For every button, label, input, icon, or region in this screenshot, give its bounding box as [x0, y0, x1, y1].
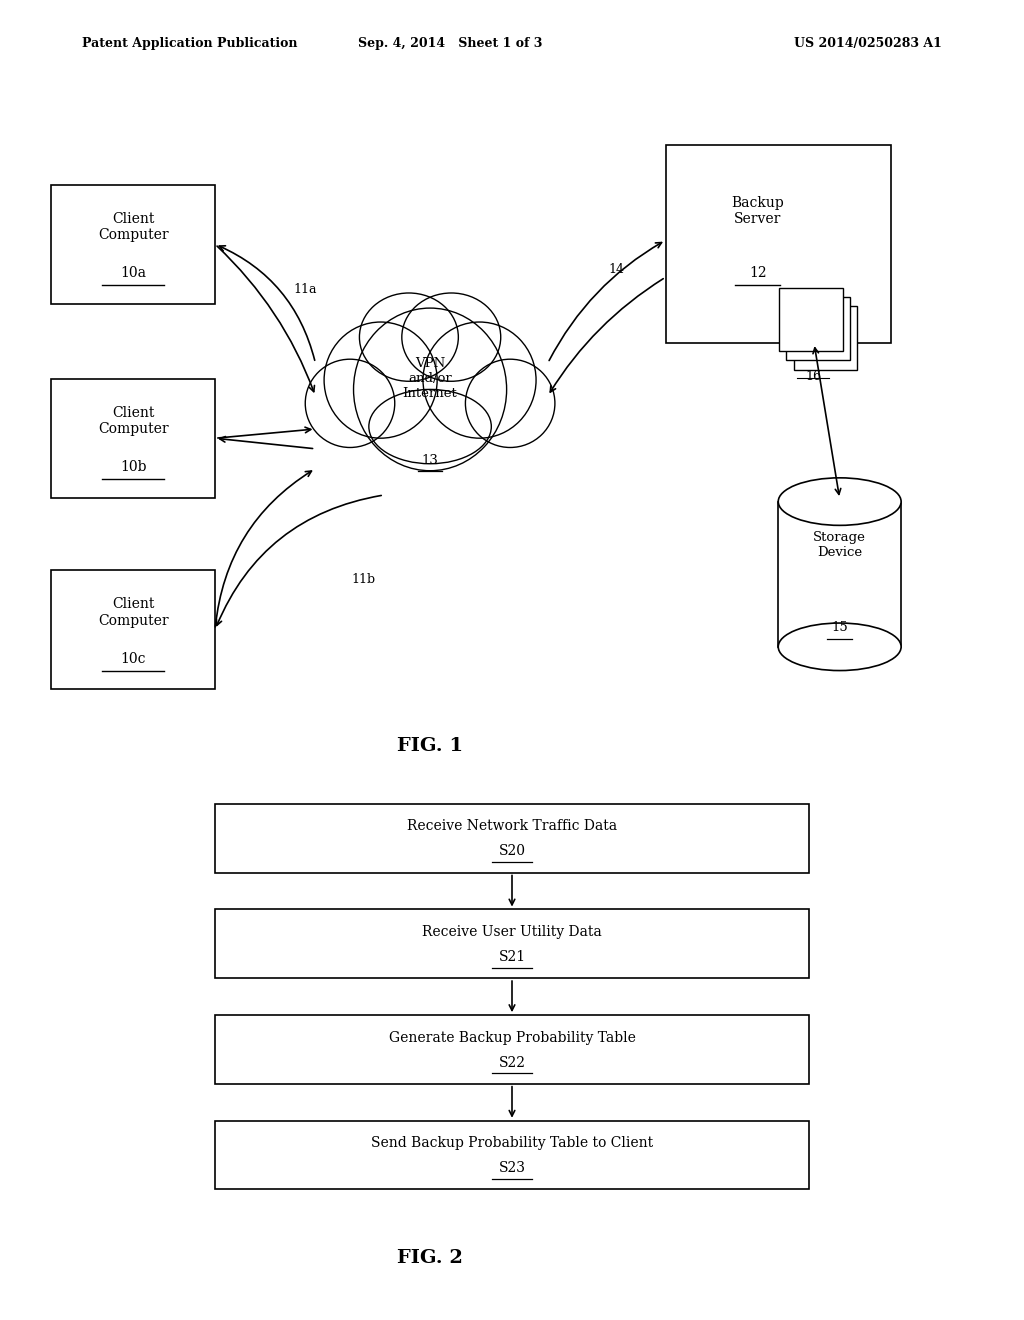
- Text: 13: 13: [422, 454, 438, 467]
- Ellipse shape: [778, 478, 901, 525]
- Text: Generate Backup Probability Table: Generate Backup Probability Table: [388, 1031, 636, 1044]
- Ellipse shape: [465, 359, 555, 447]
- Text: Receive Network Traffic Data: Receive Network Traffic Data: [407, 820, 617, 833]
- Text: Sep. 4, 2014   Sheet 1 of 3: Sep. 4, 2014 Sheet 1 of 3: [358, 37, 543, 50]
- FancyBboxPatch shape: [666, 145, 891, 343]
- Ellipse shape: [324, 322, 437, 438]
- Text: 10b: 10b: [120, 461, 146, 474]
- Text: Client
Computer: Client Computer: [98, 213, 168, 242]
- FancyBboxPatch shape: [51, 570, 215, 689]
- Text: Receive User Utility Data: Receive User Utility Data: [422, 925, 602, 939]
- FancyBboxPatch shape: [51, 185, 215, 304]
- FancyBboxPatch shape: [215, 1121, 809, 1189]
- Ellipse shape: [353, 308, 507, 471]
- FancyBboxPatch shape: [779, 288, 843, 351]
- Text: FIG. 2: FIG. 2: [397, 1249, 463, 1267]
- Text: Client
Computer: Client Computer: [98, 598, 168, 627]
- FancyBboxPatch shape: [215, 909, 809, 978]
- Text: 10c: 10c: [121, 652, 145, 665]
- Text: 12: 12: [749, 267, 767, 280]
- Text: FIG. 1: FIG. 1: [397, 737, 463, 755]
- FancyBboxPatch shape: [51, 379, 215, 498]
- Ellipse shape: [369, 389, 492, 463]
- Text: S22: S22: [499, 1056, 525, 1069]
- Text: S21: S21: [499, 950, 525, 964]
- Text: Patent Application Publication: Patent Application Publication: [82, 37, 297, 50]
- FancyBboxPatch shape: [215, 804, 809, 873]
- Text: S20: S20: [499, 845, 525, 858]
- Text: US 2014/0250283 A1: US 2014/0250283 A1: [795, 37, 942, 50]
- Text: 10a: 10a: [120, 267, 146, 280]
- Ellipse shape: [778, 623, 901, 671]
- Ellipse shape: [401, 293, 501, 381]
- Text: 11b: 11b: [351, 573, 376, 586]
- Text: 15: 15: [831, 620, 848, 634]
- Ellipse shape: [423, 322, 537, 438]
- Text: 14: 14: [608, 263, 625, 276]
- Text: Client
Computer: Client Computer: [98, 407, 168, 436]
- Text: VPN
and/or
Internet: VPN and/or Internet: [402, 358, 458, 400]
- Text: S23: S23: [499, 1162, 525, 1175]
- Ellipse shape: [305, 359, 395, 447]
- Ellipse shape: [359, 293, 459, 381]
- Text: Send Backup Probability Table to Client: Send Backup Probability Table to Client: [371, 1137, 653, 1150]
- FancyBboxPatch shape: [215, 1015, 809, 1084]
- FancyBboxPatch shape: [786, 297, 850, 360]
- Text: Backup
Server: Backup Server: [731, 197, 784, 226]
- Bar: [778, 502, 901, 647]
- Text: Storage
Device: Storage Device: [813, 531, 866, 560]
- FancyBboxPatch shape: [794, 306, 857, 370]
- Text: 16: 16: [805, 370, 821, 383]
- Text: 11a: 11a: [294, 282, 316, 296]
